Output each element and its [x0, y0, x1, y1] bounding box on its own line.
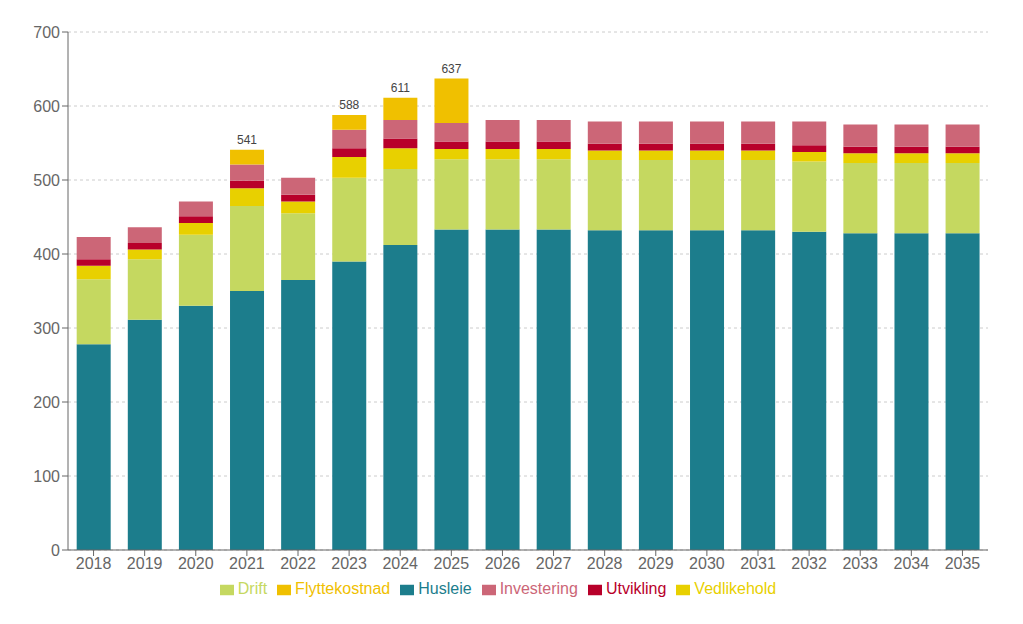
svg-text:637: 637 [441, 62, 461, 76]
svg-text:700: 700 [33, 24, 60, 41]
html-text:Utvikling: Utvikling [605, 580, 667, 597]
svg-text:541: 541 [237, 133, 257, 147]
svg-text:588: 588 [339, 98, 359, 112]
svg-text:2026: 2026 [485, 555, 521, 572]
svg-text:2028: 2028 [587, 555, 623, 572]
svg-text:2020: 2020 [178, 555, 214, 572]
svg-text:2031: 2031 [740, 555, 776, 572]
html-text:Vedlikehold: Vedlikehold [694, 580, 777, 597]
svg-text:0: 0 [51, 542, 60, 559]
svg-text:2022: 2022 [280, 555, 316, 572]
svg-text:400: 400 [33, 246, 60, 263]
svg-text:2029: 2029 [638, 555, 674, 572]
svg-text:2027: 2027 [536, 555, 572, 572]
svg-text:100: 100 [33, 468, 60, 485]
html-text:Flyttekostnad: Flyttekostnad [295, 580, 391, 597]
svg-text:2030: 2030 [689, 555, 725, 572]
svg-text:2021: 2021 [229, 555, 265, 572]
svg-text:2025: 2025 [434, 555, 470, 572]
svg-text:2035: 2035 [945, 555, 981, 572]
svg-text:500: 500 [33, 172, 60, 189]
html-text:Husleie: Husleie [418, 580, 472, 597]
svg-text:2034: 2034 [894, 555, 930, 572]
svg-text:2024: 2024 [382, 555, 418, 572]
svg-text:2023: 2023 [331, 555, 367, 572]
svg-text:600: 600 [33, 98, 60, 115]
svg-text:2033: 2033 [842, 555, 878, 572]
svg-text:611: 611 [391, 81, 410, 95]
svg-text:2032: 2032 [791, 555, 827, 572]
svg-text:2019: 2019 [127, 555, 163, 572]
svg-text:200: 200 [33, 394, 60, 411]
html-text:Drift: Drift [237, 580, 268, 597]
svg-text:2018: 2018 [76, 555, 112, 572]
html-text:Investering: Investering [499, 580, 578, 597]
svg-text:300: 300 [33, 320, 60, 337]
